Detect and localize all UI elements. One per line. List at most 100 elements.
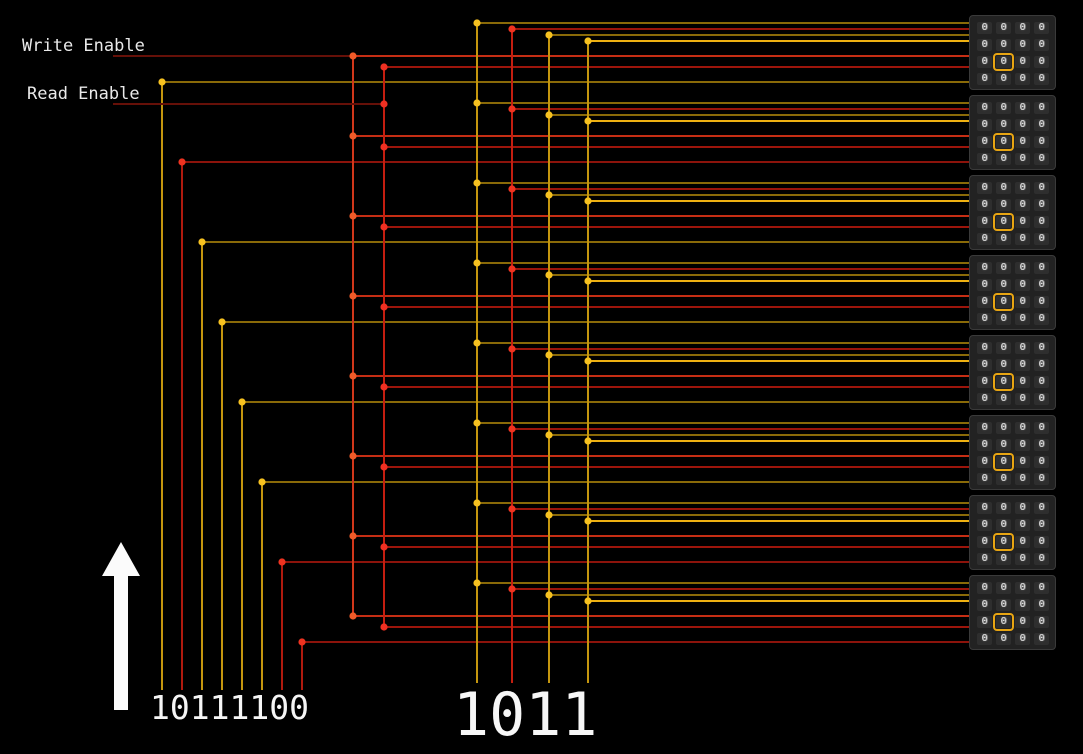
- memory-cell: 0: [1034, 536, 1049, 548]
- memory-cell: 0: [996, 599, 1011, 611]
- memory-cell: 0: [1015, 313, 1030, 325]
- memory-cell: 0: [1015, 376, 1030, 388]
- memory-cell: 0: [977, 233, 992, 245]
- cell-select-junction: [584, 517, 592, 525]
- memory-cell: 0: [977, 439, 992, 451]
- memory-cell: 0: [1034, 422, 1049, 434]
- read-junction: [380, 303, 388, 311]
- memory-cell: 0: [1015, 296, 1030, 308]
- memory-cell: 0: [1015, 102, 1030, 114]
- read-junction: [380, 100, 388, 108]
- memory-cell: 0: [1034, 616, 1049, 628]
- cell-select-junction: [473, 419, 481, 427]
- memory-cell: 0: [1034, 393, 1049, 405]
- selected-memory-cell: 0: [992, 52, 1015, 72]
- read-junction: [380, 463, 388, 471]
- memory-cell: 0: [996, 153, 1011, 165]
- memory-cell: 0: [1034, 153, 1049, 165]
- address-bit-junction: [258, 478, 266, 486]
- memory-cell: 0: [977, 553, 992, 565]
- memory-cell: 0: [977, 136, 992, 148]
- memory-cell: 0: [977, 599, 992, 611]
- memory-cell: 0: [996, 502, 1011, 514]
- cell-select-junction: [545, 111, 553, 119]
- memory-cell: 0: [996, 633, 1011, 645]
- address-bit-junction: [238, 398, 246, 406]
- memory-cell: 0: [1034, 182, 1049, 194]
- memory-cell: 0: [977, 216, 992, 228]
- memory-cell: 0: [977, 502, 992, 514]
- memory-cell: 0: [1015, 536, 1030, 548]
- memory-cell: 0: [996, 553, 1011, 565]
- cell-select-junction: [584, 437, 592, 445]
- memory-cell: 0: [977, 376, 992, 388]
- cell-select-junction: [508, 585, 516, 593]
- write-junction: [349, 212, 357, 220]
- memory-cell: 0: [996, 582, 1011, 594]
- memory-cell: 0: [996, 73, 1011, 85]
- memory-cell: 0: [1015, 182, 1030, 194]
- cell-select-junction: [508, 345, 516, 353]
- up-arrow-icon: [102, 542, 140, 710]
- address-bit-junction: [278, 558, 286, 566]
- memory-cell: 0: [977, 182, 992, 194]
- memory-cell: 0: [1034, 216, 1049, 228]
- memory-cell: 0: [1034, 56, 1049, 68]
- memory-cell: 0: [1034, 199, 1049, 211]
- cell-select-junction: [545, 191, 553, 199]
- memory-cell: 0: [977, 262, 992, 274]
- memory-cell: 0: [1034, 473, 1049, 485]
- memory-cell: 0: [1015, 199, 1030, 211]
- memory-cell: 0: [1015, 56, 1030, 68]
- memory-cell: 0: [977, 199, 992, 211]
- memory-cell: 0: [1034, 136, 1049, 148]
- memory-cell: 0: [977, 102, 992, 114]
- memory-cell: 0: [1015, 616, 1030, 628]
- write-junction: [349, 372, 357, 380]
- read-junction: [380, 543, 388, 551]
- memory-cell: 0: [977, 153, 992, 165]
- memory-cell: 0: [977, 616, 992, 628]
- memory-cell: 0: [1034, 119, 1049, 131]
- memory-cell: 0: [1015, 216, 1030, 228]
- memory-cell: 0: [1034, 376, 1049, 388]
- cell-select-junction: [545, 431, 553, 439]
- cell-select-junction: [545, 351, 553, 359]
- memory-cell: 0: [1034, 599, 1049, 611]
- memory-cell: 0: [977, 119, 992, 131]
- memory-cell: 0: [977, 73, 992, 85]
- memory-cell: 0: [1034, 519, 1049, 531]
- cell-select-junction: [584, 357, 592, 365]
- memory-cell: 0: [977, 296, 992, 308]
- memory-cell: 0: [996, 342, 1011, 354]
- memory-cell: 0: [1015, 633, 1030, 645]
- memory-cell: 0: [1015, 582, 1030, 594]
- memory-cell: 0: [1015, 262, 1030, 274]
- memory-cell: 0: [977, 39, 992, 51]
- memory-cell: 0: [1034, 502, 1049, 514]
- address-bit-junction: [218, 318, 226, 326]
- memory-cell: 0: [1034, 582, 1049, 594]
- cell-select-junction: [473, 259, 481, 267]
- memory-cell: 0: [977, 519, 992, 531]
- cell-select-junction: [508, 505, 516, 513]
- cell-select-junction: [584, 117, 592, 125]
- read-junction: [380, 223, 388, 231]
- read-junction: [380, 383, 388, 391]
- memory-cell: 0: [996, 519, 1011, 531]
- selected-memory-cell: 0: [992, 612, 1015, 632]
- read-junction: [380, 623, 388, 631]
- cell-select-junction: [473, 99, 481, 107]
- memory-cell: 0: [1015, 136, 1030, 148]
- cell-select-junction: [545, 31, 553, 39]
- address-bit-junction: [298, 638, 306, 646]
- cell-select-junction: [545, 511, 553, 519]
- cell-select-junction: [584, 197, 592, 205]
- cell-select-junction: [584, 597, 592, 605]
- selected-memory-cell: 0: [992, 532, 1015, 552]
